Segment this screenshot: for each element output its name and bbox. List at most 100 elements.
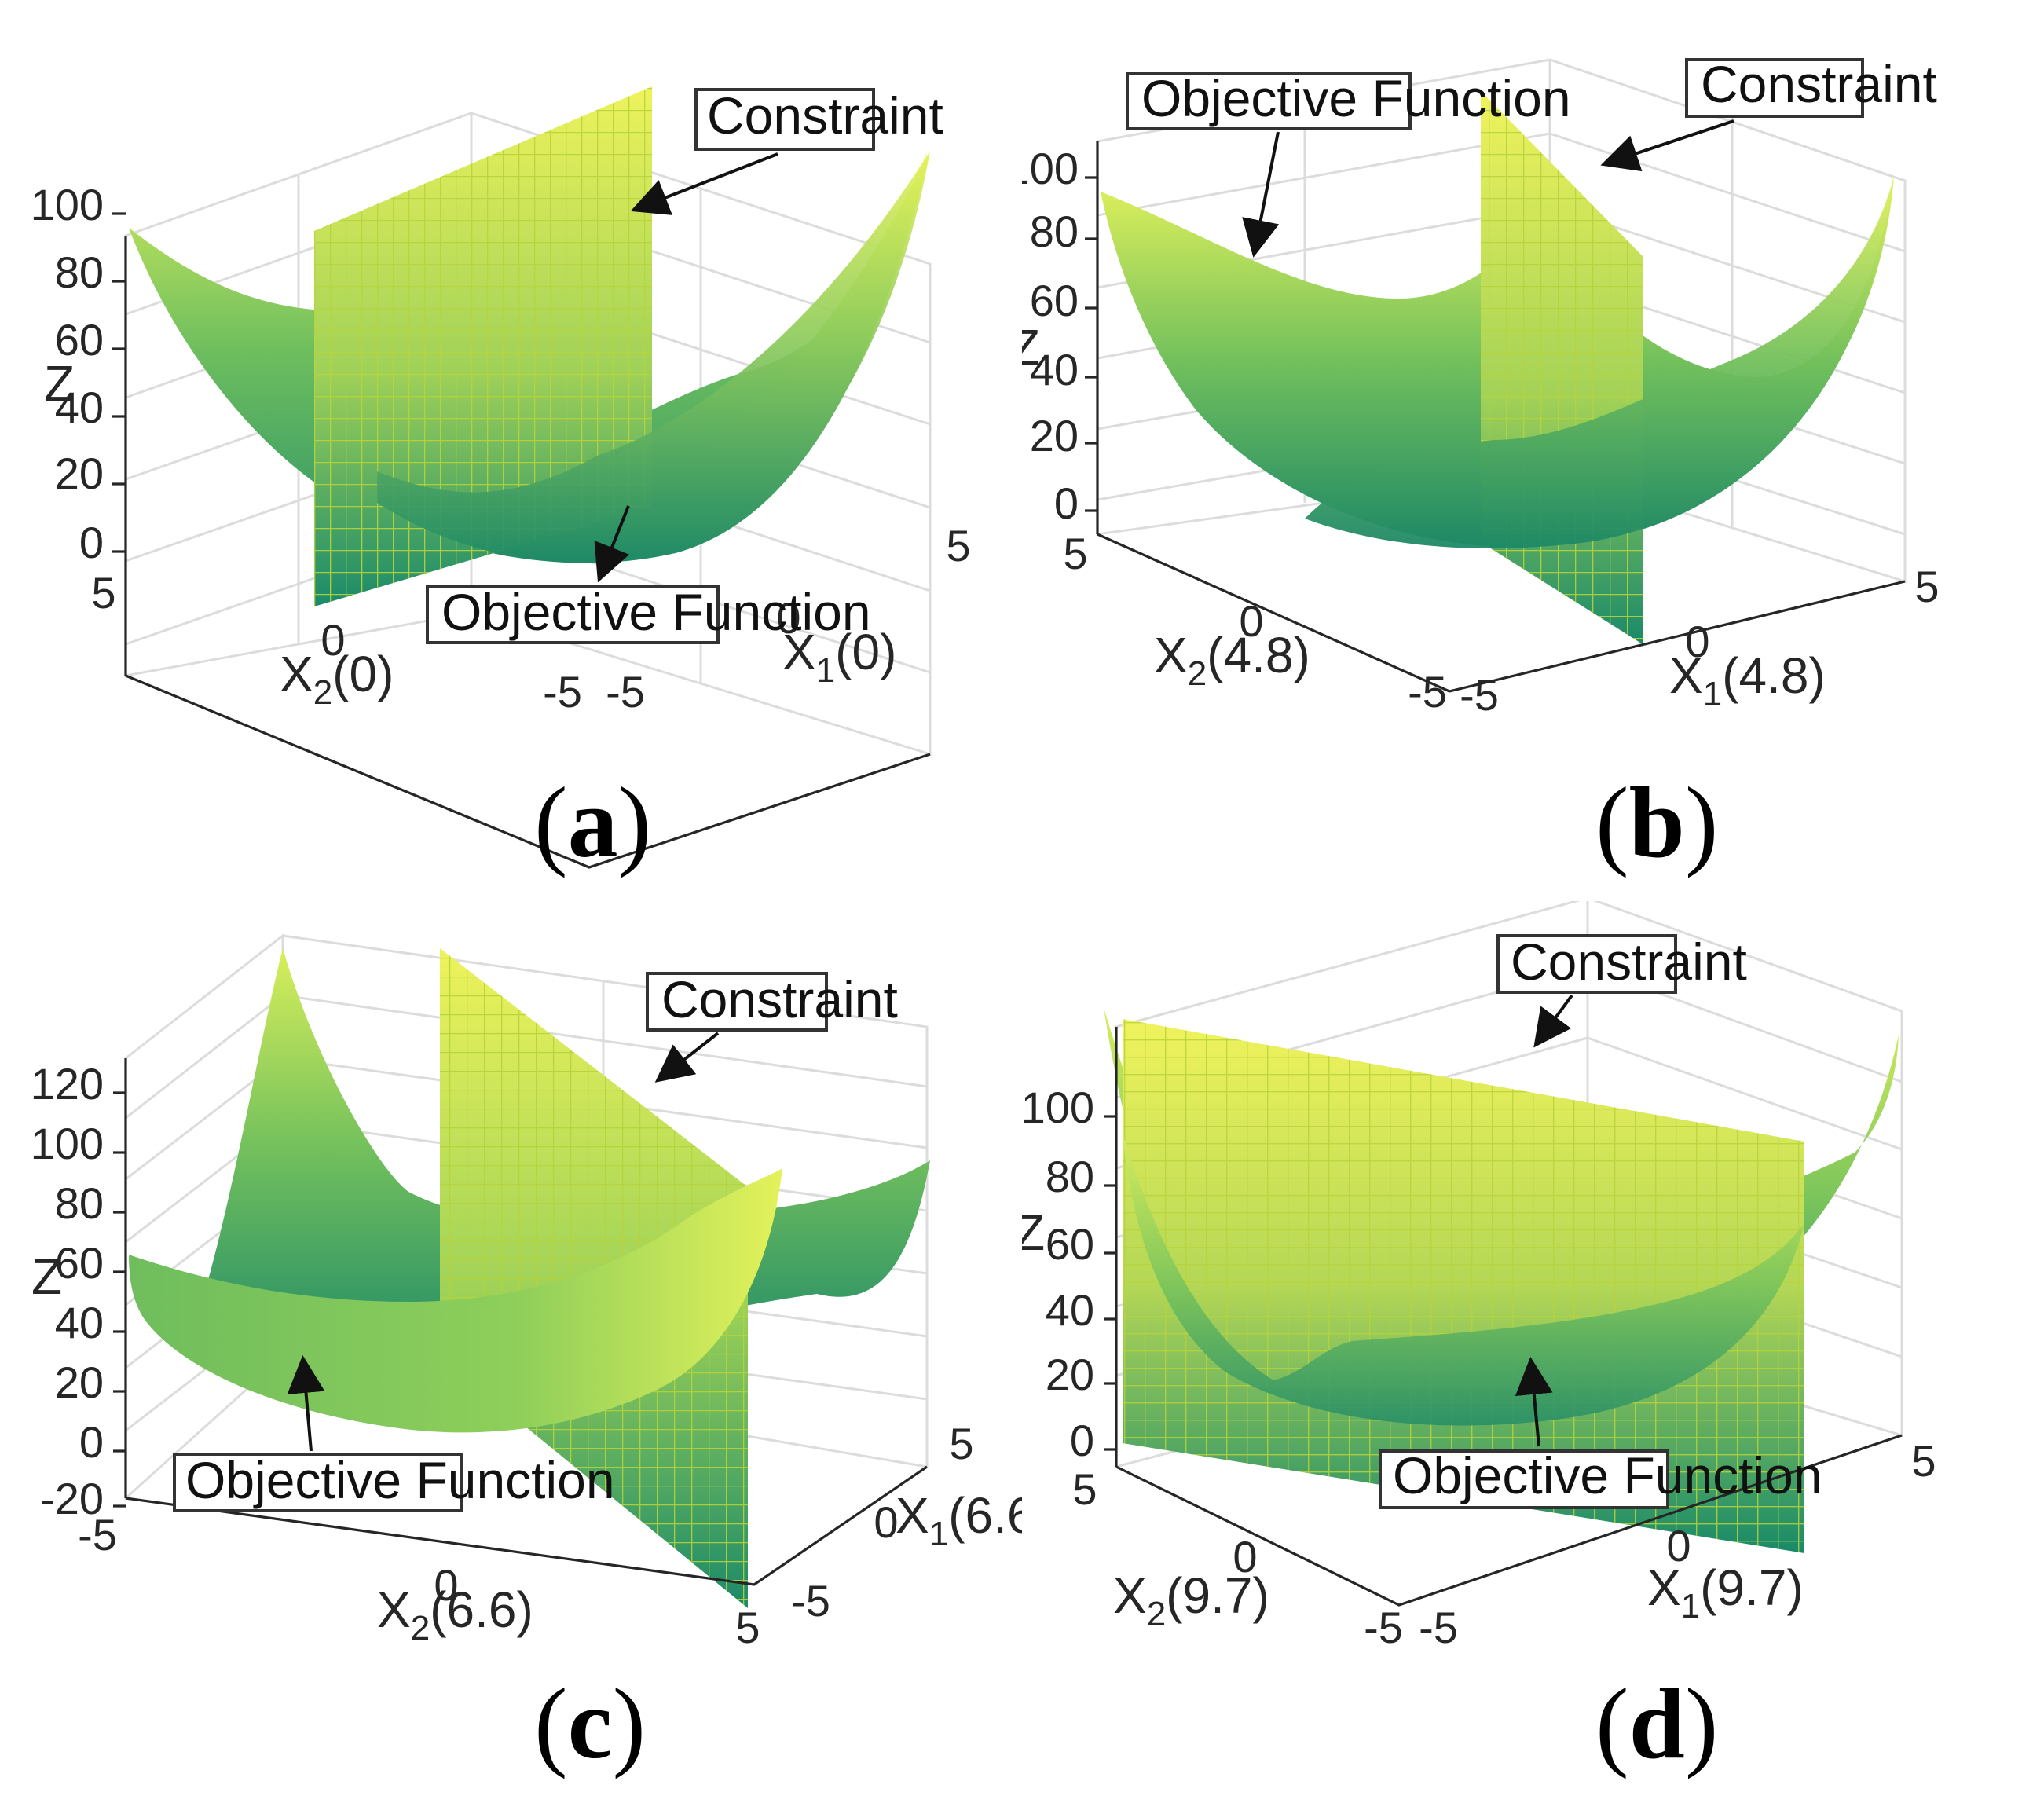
- z-tick: 0: [79, 1417, 104, 1467]
- z-tick: 80: [55, 247, 104, 297]
- x1-axis-label: X1(0): [782, 624, 896, 690]
- z-tick: -20: [40, 1474, 104, 1523]
- x2-tick: 0: [321, 615, 345, 665]
- z-axis-label: Z: [1022, 1204, 1045, 1261]
- z-tick: 60: [1046, 1219, 1094, 1269]
- x1-tick: 0: [1666, 1521, 1691, 1570]
- x2-axis-label: X2(6.6): [377, 1581, 533, 1647]
- objective-annotation-box: [1379, 1449, 1669, 1509]
- x2-axis-label: X2(9.7): [1113, 1567, 1269, 1633]
- panel-c-svg: -20 0 20 40 60 80 100 120 Z -5 0 5 -5 0 …: [31, 933, 1022, 1779]
- x2-tick-labels: 5 0 -5: [1072, 1464, 1402, 1652]
- panel-caption: (a): [534, 767, 651, 878]
- z-tick: 0: [1054, 478, 1079, 528]
- x1-axis-label: X1(9.7): [1647, 1559, 1804, 1625]
- x1-tick: 5: [946, 521, 970, 570]
- z-tick: 20: [55, 1358, 104, 1407]
- x2-tick: 5: [1063, 529, 1087, 578]
- z-tick: 20: [55, 449, 104, 498]
- z-tick: 40: [1046, 1285, 1094, 1335]
- x1-tick-labels: -5 0 5: [1460, 562, 1939, 720]
- objective-surface-overlay: [377, 151, 930, 562]
- objective-arrow: [287, 1355, 325, 1452]
- x1-tick: 0: [776, 593, 800, 643]
- constraint-annotation: Constraint: [1701, 55, 1937, 113]
- constraint-arrow: [1533, 994, 1573, 1048]
- z-tick: 40: [55, 383, 104, 432]
- panel-c: -20 0 20 40 60 80 100 120 Z -5 0 5 -5 0 …: [0, 901, 1022, 1802]
- x2-tick-labels: 5 0 -5: [91, 568, 581, 716]
- z-tick: 100: [31, 1119, 104, 1168]
- x2-tick: 5: [735, 1603, 760, 1652]
- constraint-annotation-box: [1496, 934, 1677, 994]
- z-tick: 120: [31, 1059, 104, 1109]
- z-tick: 20: [1030, 411, 1079, 460]
- z-tick: 60: [55, 1238, 104, 1288]
- x1-tick-labels: -5 0 5: [1419, 1436, 1936, 1652]
- x2-tick-labels: -5 0 5: [78, 1510, 760, 1652]
- z-tick-labels: 0 20 40 60 80 100: [1022, 1083, 1094, 1465]
- x1-tick: 0: [874, 1497, 898, 1547]
- z-tick-labels: 0 20 40 60 80 100: [1022, 144, 1079, 528]
- objective-surface-front: [1305, 176, 1894, 549]
- z-axis-label: Z: [1022, 319, 1040, 376]
- x2-tick: -5: [543, 667, 582, 716]
- x2-tick: 5: [91, 568, 115, 617]
- x2-tick: 0: [434, 1560, 458, 1610]
- constraint-plane-mesh: [1481, 91, 1643, 644]
- axes: [1104, 1027, 1903, 1607]
- z-tick: 100: [31, 180, 104, 229]
- objective-annotation: Objective Function: [1141, 69, 1571, 127]
- z-tick: 40: [1030, 345, 1079, 394]
- x2-tick: 0: [1239, 596, 1263, 646]
- panel-a-svg: 0 20 40 60 80 100 Z 5 0 -5 -5 0 5 X2(0) …: [31, 86, 971, 878]
- panel-caption: (d): [1595, 1668, 1718, 1779]
- z-tick: 100: [1022, 1083, 1094, 1132]
- constraint-annotation: Constraint: [1511, 933, 1747, 991]
- z-axis-label: Z: [44, 355, 75, 412]
- x1-tick: -5: [1460, 670, 1499, 720]
- x1-tick: 5: [1911, 1436, 1936, 1486]
- constraint-plane-mesh: [1123, 1019, 1804, 1553]
- axes: [1085, 141, 1906, 693]
- objective-surface-front: [1123, 1134, 1804, 1426]
- z-tick-labels: 0 20 40 60 80 100: [31, 180, 104, 567]
- objective-arrow: [594, 505, 630, 583]
- x1-tick: 0: [1685, 617, 1709, 666]
- objective-annotation-box: [426, 585, 720, 644]
- z-axis-label: Z: [31, 1248, 62, 1305]
- axes: [112, 212, 931, 869]
- panel-d-svg: 0 20 40 60 80 100 Z 5 0 -5 -5 0 5 X2(9.7…: [1022, 901, 1936, 1779]
- x1-tick: 5: [1914, 562, 1939, 611]
- constraint-arrow: [1600, 119, 1734, 172]
- objective-annotation: Objective Function: [185, 1451, 615, 1509]
- z-tick: 60: [55, 315, 104, 365]
- objective-annotation-box: [173, 1453, 463, 1512]
- z-tick: 80: [1046, 1152, 1094, 1201]
- x1-tick: -5: [791, 1576, 830, 1625]
- z-tick: 0: [1070, 1416, 1094, 1465]
- z-tick: 20: [1046, 1350, 1094, 1399]
- x2-tick: -5: [1408, 667, 1447, 716]
- objective-arrow: [1515, 1357, 1553, 1447]
- x1-tick: 5: [949, 1419, 973, 1468]
- x2-tick: -5: [78, 1510, 117, 1559]
- x2-tick: 0: [1233, 1532, 1257, 1581]
- x2-axis-label: X2(4.8): [1154, 627, 1310, 693]
- panel-d: 0 20 40 60 80 100 Z 5 0 -5 -5 0 5 X2(9.7…: [1022, 901, 2044, 1802]
- x2-tick: 5: [1072, 1464, 1097, 1514]
- z-tick: 100: [1022, 144, 1079, 193]
- z-tick: 80: [55, 1178, 104, 1228]
- constraint-arrow: [654, 1032, 720, 1083]
- x1-tick-labels: -5 0 5: [791, 1419, 973, 1625]
- constraint-annotation: Constraint: [661, 970, 898, 1028]
- constraint-arrow: [630, 152, 778, 215]
- panel-caption: (c): [534, 1668, 646, 1779]
- axes: [113, 1058, 928, 1586]
- z-tick: 60: [1030, 276, 1079, 325]
- objective-arrow: [1242, 131, 1280, 258]
- panel-b-svg: 0 20 40 60 80 100 Z 5 0 -5 -5 0 5 X2(4.8…: [1022, 55, 1940, 878]
- x1-tick-labels: -5 0 5: [606, 521, 970, 716]
- x2-tick: -5: [1364, 1603, 1403, 1652]
- panel-caption: (b): [1595, 767, 1718, 878]
